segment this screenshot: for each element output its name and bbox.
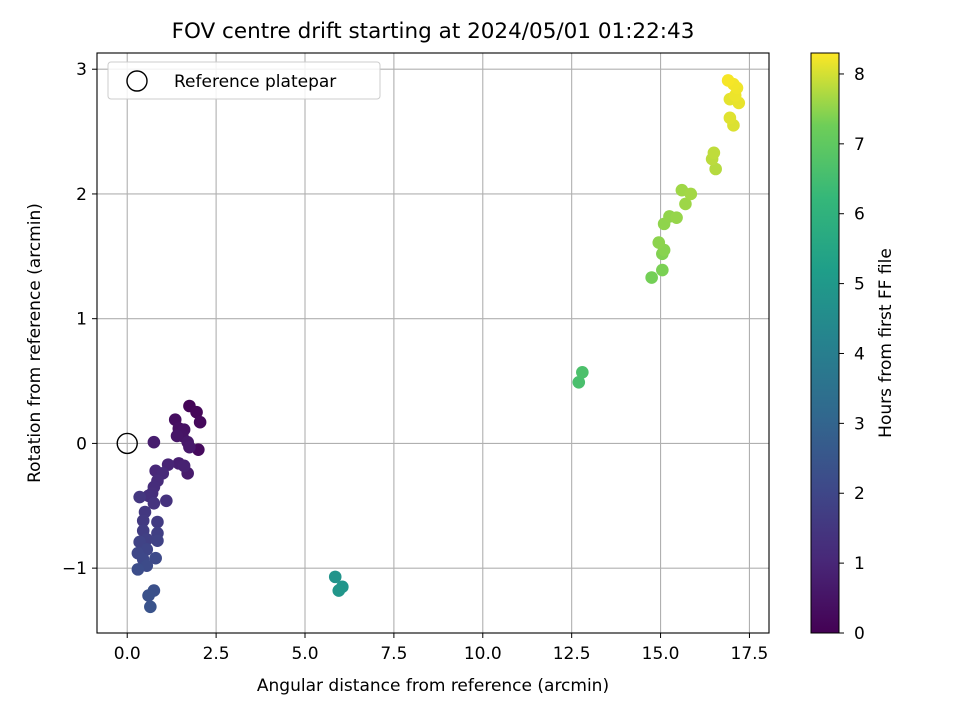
- data-point: [142, 589, 155, 602]
- colorbar-tick-label: 4: [854, 344, 865, 364]
- legend: Reference platepar: [107, 61, 381, 100]
- data-point: [144, 600, 157, 614]
- y-tick-label: −1: [62, 559, 87, 579]
- data-point: [656, 263, 669, 277]
- data-point: [723, 111, 737, 125]
- data-point: [151, 515, 164, 529]
- y-axis-label: Rotation from reference (arcmin): [25, 203, 45, 483]
- x-tick-label: 5.0: [291, 644, 318, 664]
- colorbar: 0 1 2 3 4 5 6 7 8 Hours from first FF file: [810, 52, 896, 644]
- colorbar-tick-label: 0: [854, 624, 865, 644]
- x-tick-label: 7.5: [380, 644, 407, 664]
- data-point: [572, 375, 586, 389]
- data-point: [183, 440, 196, 454]
- y-tick-label: 3: [76, 60, 87, 80]
- colorbar-label: Hours from first FF file: [876, 248, 896, 438]
- x-tick-label: 10.0: [464, 644, 502, 664]
- legend-box: [107, 61, 381, 100]
- legend-marker: [126, 70, 148, 92]
- colorbar-tick-label: 7: [854, 135, 865, 155]
- data-point: [177, 459, 191, 473]
- colorbar-tick-label: 1: [854, 554, 865, 574]
- data-point: [709, 162, 722, 176]
- data-point: [170, 429, 184, 443]
- colorbar-gradient: [810, 52, 840, 634]
- y-tick-label: 1: [76, 310, 87, 330]
- data-point: [147, 435, 161, 449]
- data-point: [652, 236, 666, 249]
- x-tick-label: 0.0: [114, 644, 141, 664]
- data-point: [576, 366, 589, 379]
- data-point: [149, 551, 162, 565]
- y-tick-label: 0: [76, 434, 87, 454]
- y-axis-ticks: −1 0 1 2 3: [62, 60, 97, 579]
- data-point: [328, 570, 342, 584]
- colorbar-tick-label: 6: [854, 205, 865, 225]
- data-point: [645, 271, 658, 284]
- plot-frame: [96, 52, 770, 634]
- data-point: [670, 211, 683, 224]
- colorbar-tick-label: 3: [854, 414, 865, 434]
- reference-marker: [116, 432, 138, 455]
- y-tick-label: 2: [76, 185, 87, 205]
- colorbar-tick-label: 5: [854, 275, 865, 295]
- data-point: [332, 584, 346, 597]
- x-tick-label: 2.5: [203, 644, 230, 664]
- grid: [97, 53, 769, 633]
- colorbar-ticks: 0 1 2 3 4 5 6 7 8: [839, 65, 865, 644]
- data-point: [131, 563, 145, 576]
- colorbar-tick-label: 2: [854, 484, 865, 504]
- data-point: [679, 197, 692, 211]
- x-axis-label: Angular distance from reference (arcmin): [257, 676, 609, 696]
- data-point: [136, 514, 150, 528]
- data-point: [147, 496, 161, 510]
- data-point: [721, 74, 735, 87]
- chart-title: FOV centre drift starting at 2024/05/01 …: [172, 19, 695, 44]
- data-point: [133, 490, 146, 504]
- data-point: [151, 534, 164, 547]
- data-point: [193, 415, 207, 429]
- colorbar-tick-label: 8: [854, 65, 865, 85]
- data-point: [707, 146, 721, 160]
- x-tick-label: 12.5: [553, 644, 591, 664]
- data-points: [116, 74, 746, 614]
- legend-label: Reference platepar: [174, 72, 336, 92]
- x-tick-label: 15.0: [642, 644, 680, 664]
- data-point: [190, 405, 203, 419]
- data-point: [160, 494, 173, 508]
- x-axis-ticks: 0.0 2.5 5.0 7.5 10.0 12.5 15.0 17.5: [114, 633, 769, 664]
- data-point: [684, 187, 698, 201]
- x-tick-label: 17.5: [731, 644, 769, 664]
